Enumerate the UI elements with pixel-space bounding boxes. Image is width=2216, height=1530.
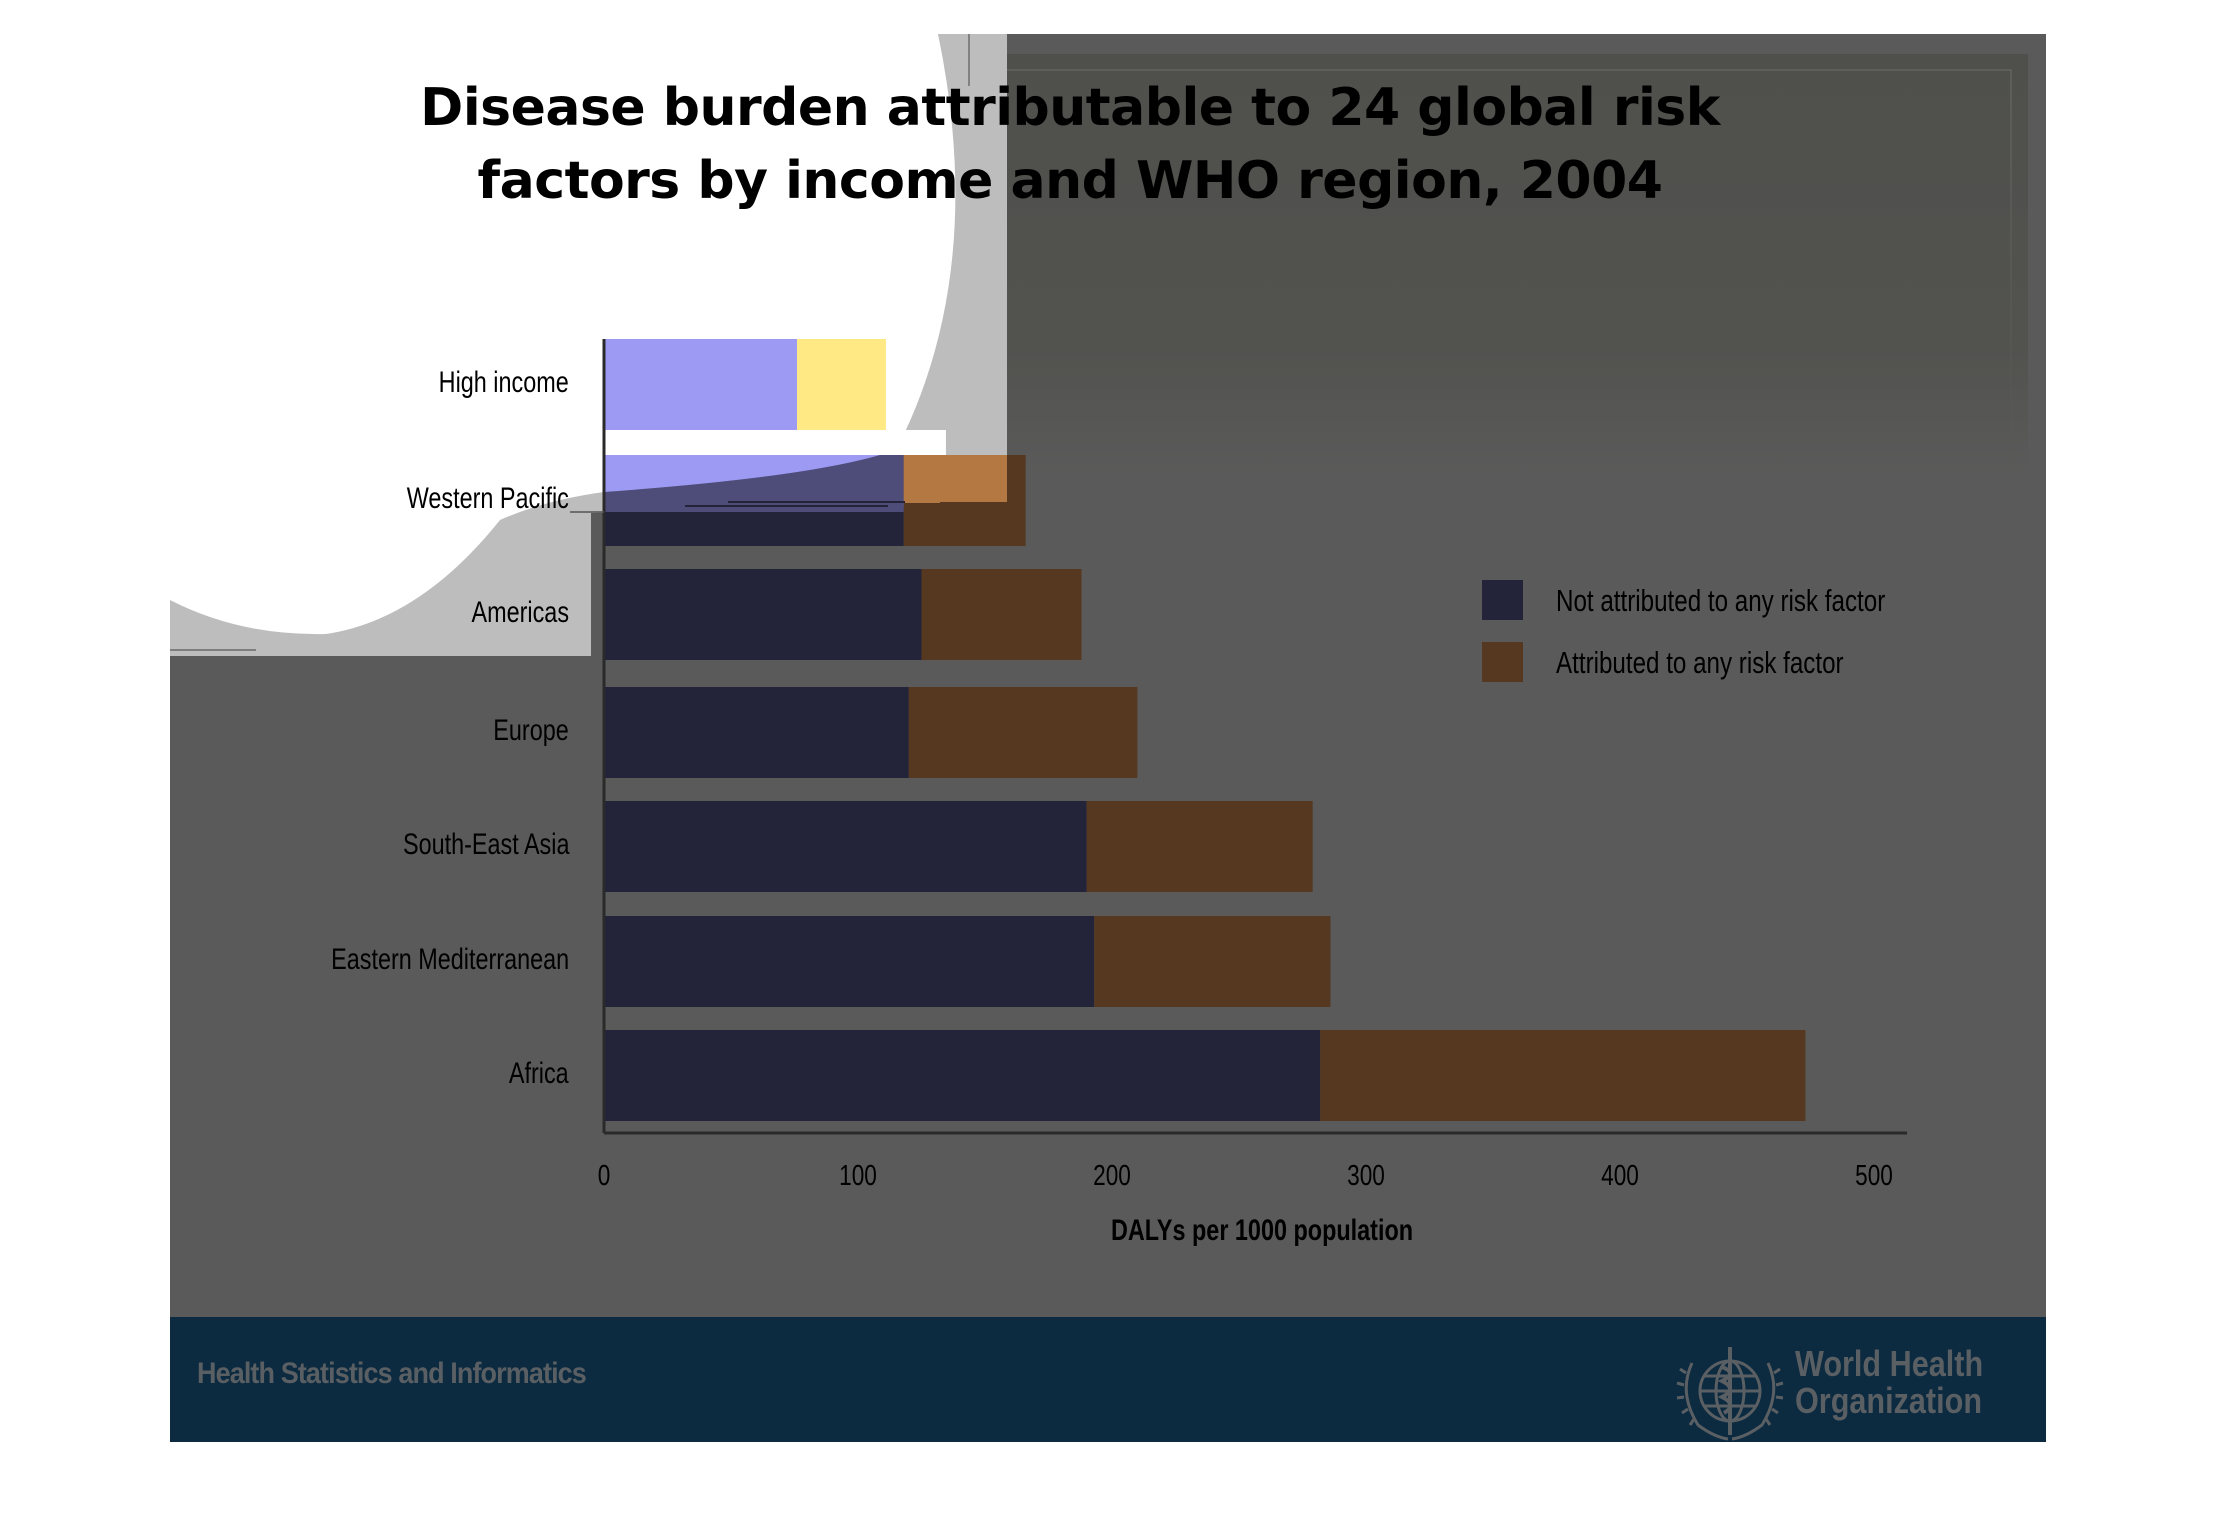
bar-attributed-americas [921, 569, 1082, 660]
bar-not-attributed-south-east-asia [604, 801, 1087, 892]
x-tick-label: 500 [1855, 1160, 1893, 1192]
overlay-bar-tints [604, 430, 1007, 512]
category-label: High income [438, 365, 569, 399]
bar-not-attributed-eastern-mediterranean [604, 916, 1095, 1007]
chart-title-line2: factors by income and WHO region, 2004 [477, 151, 1663, 211]
chart-title-line1: Disease burden attributable to 24 global… [420, 78, 1720, 138]
bar-attributed-south-east-asia [1086, 801, 1313, 892]
category-label: Europe [493, 713, 569, 747]
x-tick-label: 100 [839, 1160, 877, 1192]
bar-attributed-africa [1320, 1030, 1806, 1121]
x-tick-label: 0 [597, 1160, 611, 1192]
chart-title: Disease burden attributable to 24 global… [0, 72, 2140, 218]
bar-not-attributed-europe [604, 687, 909, 778]
panel-border-line [2010, 69, 2012, 469]
bar-not-attributed-africa [604, 1030, 1321, 1121]
x-tick-label: 200 [1093, 1160, 1131, 1192]
category-label: Americas [471, 595, 569, 629]
panel-border-line [1007, 69, 2011, 71]
footer-band: Health Statistics and Informatics World … [170, 1317, 2046, 1442]
slide-background: Health Statistics and Informatics World … [170, 34, 2046, 1442]
who-emblem-icon [1676, 1347, 1784, 1441]
bar-not-attributed-americas [604, 569, 922, 660]
bar-not-attributed-high-income [604, 339, 798, 430]
category-label: Africa [509, 1056, 569, 1090]
legend-swatch-not-attributed [1482, 580, 1523, 620]
legend-swatch-attributed [1482, 642, 1523, 682]
title-panel-background [1007, 54, 2028, 474]
bar-overlay-gap [604, 430, 946, 455]
category-label: Eastern Mediterranean [330, 942, 569, 976]
organization-name-line2: Organization [1795, 1380, 1983, 1421]
legend-label-attributed: Attributed to any risk factor [1556, 645, 1844, 680]
bar-attributed-high-income [797, 339, 886, 430]
x-tick-label: 400 [1601, 1160, 1639, 1192]
organization-name-line1: World Health [1795, 1343, 1984, 1384]
category-label: Western Pacific [406, 481, 569, 515]
legend-label-not-attributed: Not attributed to any risk factor [1556, 583, 1886, 618]
bar-overlay-tint [903, 455, 1007, 502]
x-tick-label: 300 [1347, 1160, 1385, 1192]
footer-department-text: Health Statistics and Informatics [197, 1357, 587, 1390]
organization-name: World Health Organization [1795, 1345, 1983, 1419]
x-axis-label: DALYs per 1000 population [1110, 1214, 1414, 1247]
bar-overlay-tint [604, 455, 880, 492]
overlay-white-region [170, 34, 956, 635]
bar-attributed-eastern-mediterranean [1094, 916, 1331, 1007]
category-label: South-East Asia [402, 827, 569, 861]
bar-attributed-europe [908, 687, 1138, 778]
